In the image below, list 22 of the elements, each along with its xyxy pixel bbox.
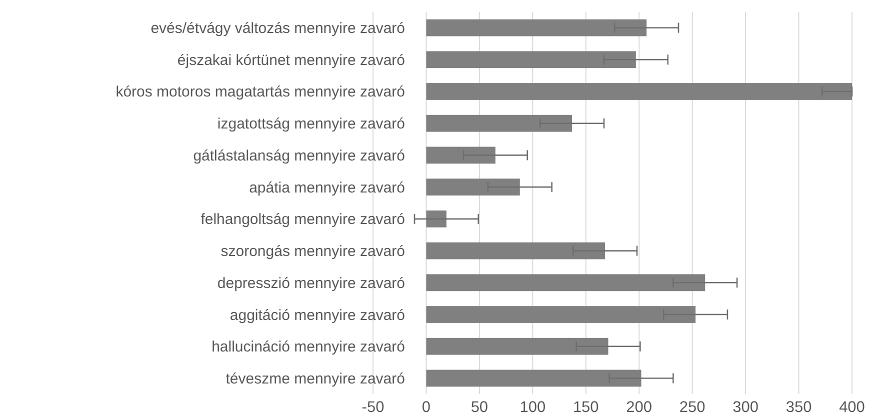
x-tick-label: 400 [839, 399, 866, 416]
y-tick-label: felhangoltság mennyire zavaró [200, 211, 405, 228]
x-tick-label: 200 [626, 399, 652, 416]
y-tick-label: aggitáció mennyire zavaró [230, 306, 405, 324]
x-tick-label: -50 [362, 399, 385, 416]
x-tick-label: 150 [572, 399, 600, 416]
x-tick-label: 300 [732, 399, 759, 416]
y-tick-label: kóros motoros magatartás mennyire zavaró [116, 84, 405, 101]
y-tick-label: szorongás mennyire zavaró [220, 243, 405, 260]
y-tick-label: izgatottság mennyire zavaró [217, 116, 405, 133]
x-tick-label: 0 [422, 399, 431, 416]
y-tick-label: gátlástalanság mennyire zavaró [193, 147, 405, 164]
y-tick-label: apátia mennyire zavaró [249, 179, 405, 196]
x-tick-label: 250 [679, 399, 706, 416]
x-tick-label: 100 [520, 399, 546, 416]
y-tick-label: éjszakai kórtünet mennyire zavaró [177, 52, 405, 69]
y-tick-label: depresszió mennyire zavaró [217, 274, 405, 292]
x-tick-label: 350 [786, 399, 812, 416]
y-tick-label: evés/étvágy változás mennyire zavaró [150, 20, 405, 38]
x-tick-label: 50 [470, 399, 488, 416]
y-tick-label: hallucináció mennyire zavaró [212, 338, 405, 356]
y-tick-label: téveszme mennyire zavaró [226, 370, 405, 388]
